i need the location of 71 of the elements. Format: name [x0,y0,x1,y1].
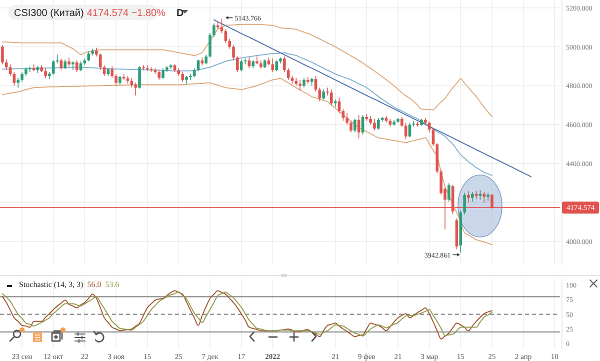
line-series [2,78,492,246]
candlestick [275,60,278,72]
candlestick [8,64,12,76]
annotation: 56.0 [87,280,102,289]
annotation: D [176,8,184,19]
line-series [213,19,532,178]
candlestick [158,70,160,80]
candlestick [52,60,55,75]
candlestick [20,72,24,82]
candlestick [236,56,239,72]
candlestick [134,82,138,96]
candlestick [1,44,4,65]
candlestick [404,122,408,140]
candlestick [318,87,322,102]
candlestick [181,72,184,82]
candlestick [286,68,290,80]
candlestick [72,60,74,71]
candlestick [283,56,286,72]
line-series [2,52,492,176]
candlestick [4,59,8,71]
annotation: 53.6 [105,280,120,289]
text: CSI300 (Китай) [14,8,84,19]
candlestick [256,56,258,65]
candlestick [212,22,216,38]
candlestick [346,112,348,126]
candlestick [306,76,310,84]
candlestick [87,51,90,62]
candlestick [110,66,114,78]
candlestick [232,44,235,61]
candlestick [326,87,329,96]
candlestick [408,122,412,138]
candlestick [482,192,486,204]
candlestick [478,190,482,200]
candlestick [204,54,208,65]
candlestick [228,38,231,50]
candlestick [138,66,141,90]
text: 4174.574 −1.80% [86,8,166,19]
candlestick [224,28,228,44]
line-series [2,24,492,118]
candlestick [130,78,134,88]
candlestick [75,60,78,72]
candlestick [470,192,474,202]
candlestick [322,89,325,100]
candlestick [440,169,442,196]
candlestick [12,72,16,86]
candlestick [447,182,450,202]
candlestick [208,32,212,58]
candlestick [350,120,352,133]
chart-title: Stochastic (14, 3, 3) [19,280,84,289]
candlestick [162,68,164,80]
candlestick [467,190,470,204]
candlestick [44,68,47,78]
candlestick [28,66,32,72]
candlestick [342,108,345,122]
candlestick [16,78,20,88]
candlestick [377,117,380,130]
candlestick [400,116,404,128]
candlestick [122,74,126,80]
candlestick [146,64,149,72]
candlestick [114,74,118,86]
candlestick [373,118,376,131]
candlestick [330,89,333,106]
candlestick [248,57,251,69]
candlestick [412,120,416,128]
candlestick [302,78,306,88]
candlestick [463,192,466,215]
candlestick [102,64,106,76]
candlestick [64,59,67,70]
candlestick [189,74,192,80]
candlestick [354,118,356,133]
candlestick [98,53,102,71]
